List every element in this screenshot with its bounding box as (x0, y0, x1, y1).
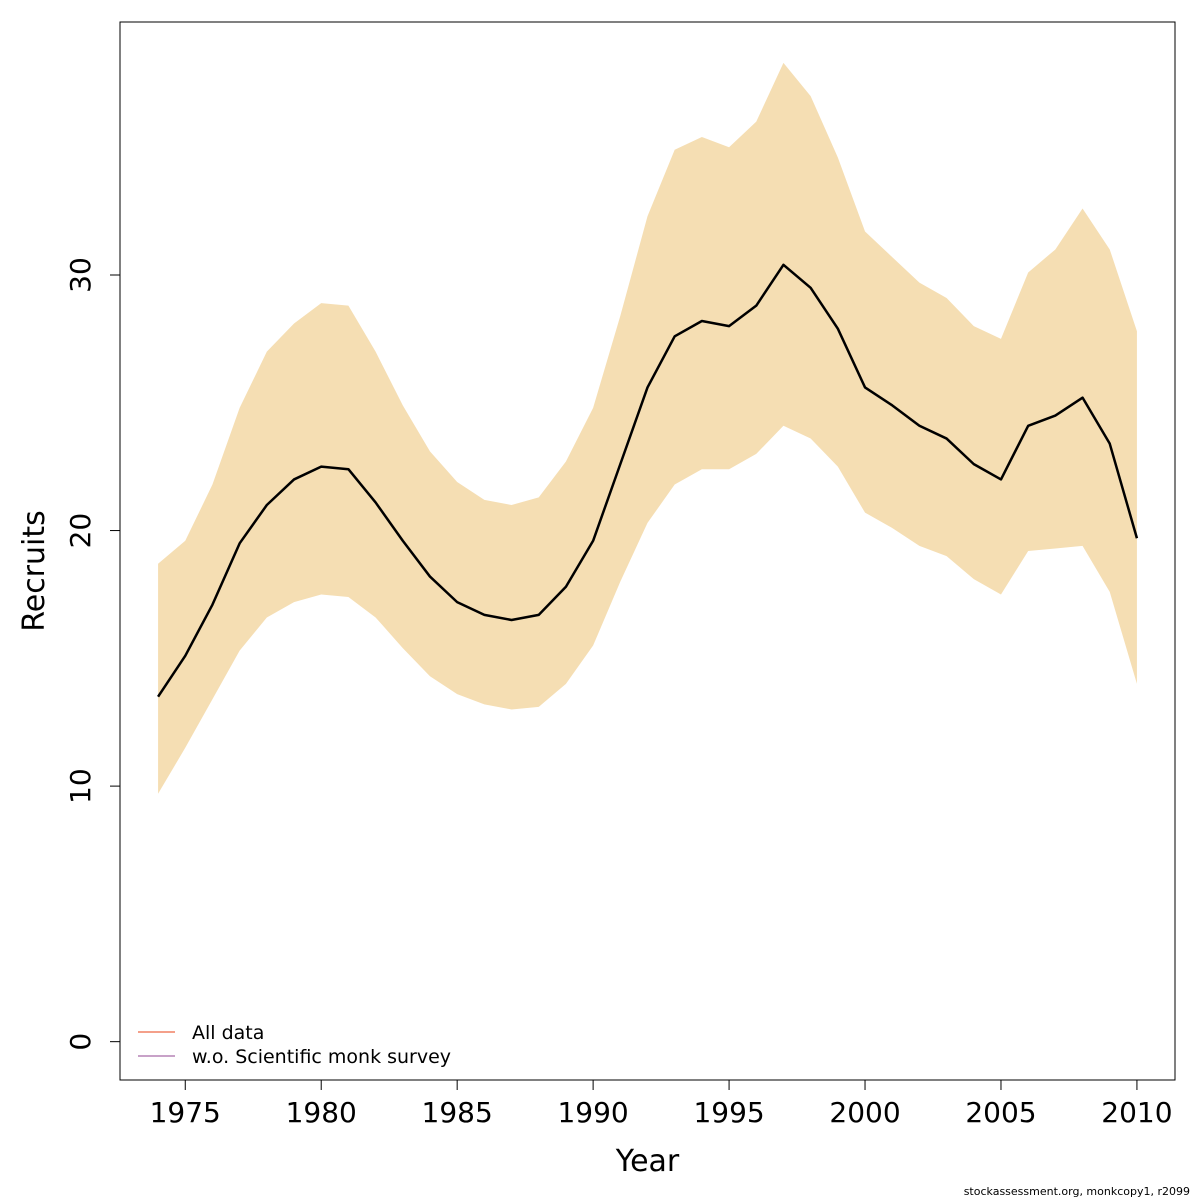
x-tick-label-1975: 1975 (150, 1096, 221, 1129)
y-tick-label-10: 10 (64, 768, 97, 804)
x-tick-label-1980: 1980 (286, 1096, 357, 1129)
x-axis-title: Year (615, 1144, 680, 1179)
x-tick-label-1990: 1990 (557, 1096, 628, 1129)
y-axis-title: Recruits (17, 510, 52, 632)
footer-credit: stockassessment.org, monkcopy1, r2099 (963, 1185, 1190, 1198)
y-tick-label-30: 30 (64, 257, 97, 293)
x-tick-label-1985: 1985 (422, 1096, 493, 1129)
x-tick-label-2005: 2005 (965, 1096, 1036, 1129)
x-tick-label-1995: 1995 (693, 1096, 764, 1129)
plot-area (157, 62, 1139, 794)
axes: 1975 1980 1985 1990 1995 2000 2005 2010 0 10 20 30 Y… (17, 21, 1176, 1179)
confidence-band (158, 62, 1137, 794)
legend-label-1: w.o. Scientific monk survey (192, 1046, 451, 1068)
recruits-estimate-line (157, 263, 1139, 698)
y-tick-label-20: 20 (64, 513, 97, 549)
x-tick-label-2000: 2000 (829, 1096, 900, 1129)
x-tick-label-2010: 2010 (1101, 1096, 1172, 1129)
legend-label-0: All data (192, 1022, 264, 1044)
y-tick-label-0: 0 (64, 1033, 97, 1051)
